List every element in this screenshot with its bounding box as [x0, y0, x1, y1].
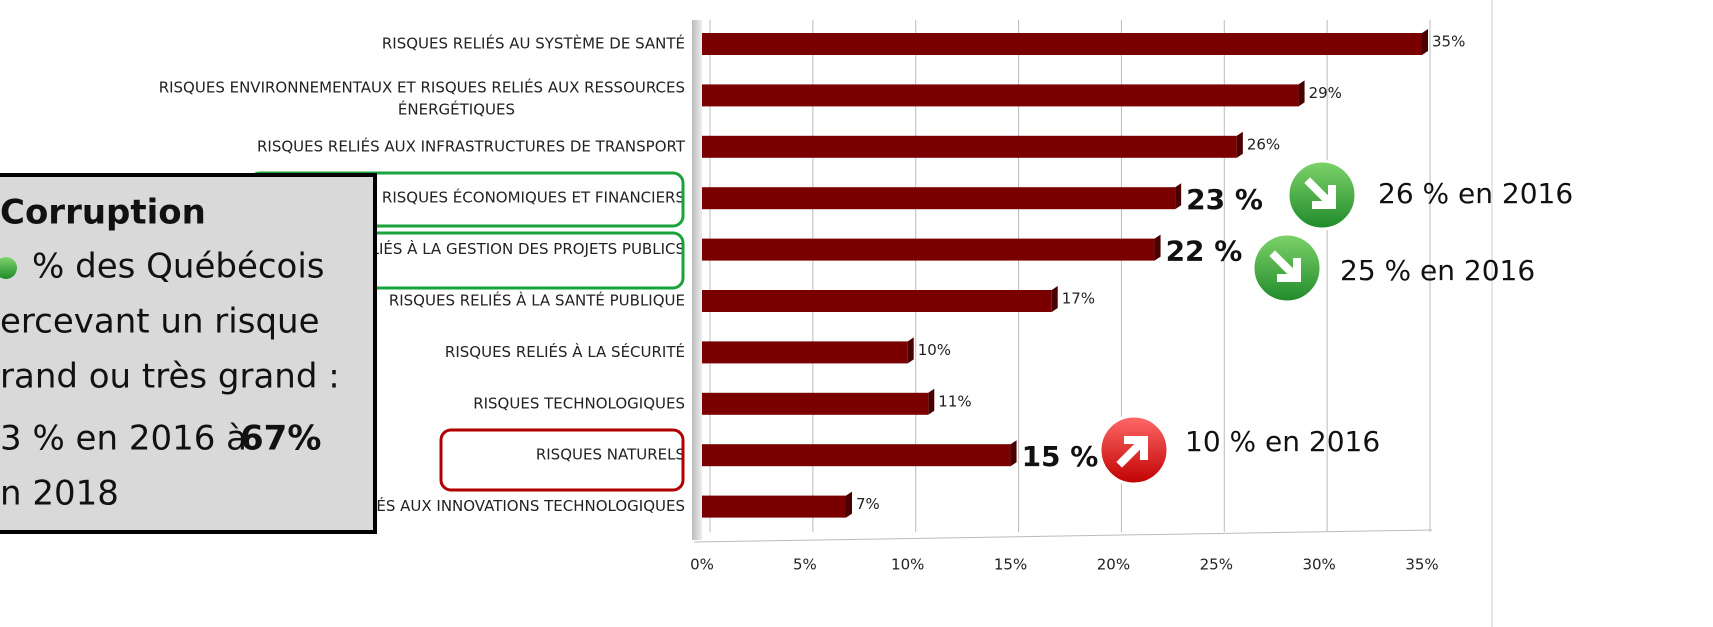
value-label: 26%	[1247, 135, 1280, 153]
value-label: 17%	[1062, 290, 1095, 308]
x-tick-label: 5%	[793, 556, 817, 574]
category-label: RISQUES ENVIRONNEMENTAUX ET RISQUES RELI…	[159, 77, 685, 118]
value-label: 11%	[938, 392, 971, 410]
bar	[702, 290, 1052, 312]
callout-text: n 2018	[0, 474, 119, 514]
bar-side	[907, 337, 914, 364]
bar-side	[846, 491, 852, 518]
bar-side	[1175, 183, 1182, 210]
callout-text: 3 % en 2016 à	[0, 419, 247, 459]
category-label: RISQUES RELIÉS À LA SANTÉ PUBLIQUE	[389, 291, 685, 310]
x-tick-label: 20%	[1097, 556, 1130, 574]
x-tick-label: 0%	[690, 556, 714, 574]
bar-side	[1010, 440, 1017, 467]
category-label: RISQUES ÉCONOMIQUES ET FINANCIERS	[382, 188, 685, 207]
bar	[702, 392, 929, 415]
x-tick-label: 10%	[891, 556, 924, 574]
callout-text: 67%	[240, 419, 321, 459]
value-label: 29%	[1309, 84, 1342, 102]
callout-text: ercevant un risque	[0, 302, 320, 342]
highlight-frame	[439, 428, 685, 492]
category-label: RISQUES NATURELS	[536, 446, 685, 464]
bar-side	[928, 388, 935, 415]
callout-text: rand ou très grand :	[0, 357, 340, 397]
value-label: 22 %	[1166, 235, 1243, 268]
bar-side	[1051, 286, 1058, 312]
value-label: 10%	[918, 341, 951, 359]
callout-text: % des Québécois	[32, 247, 325, 287]
bar	[702, 495, 846, 518]
bar	[702, 341, 908, 364]
category-label: RISQUES RELIÉS AUX INFRASTRUCTURES DE TR…	[257, 136, 686, 155]
trend-arrow	[1116, 436, 1148, 468]
bar	[702, 238, 1155, 261]
bar	[702, 33, 1422, 55]
bar-side	[1298, 80, 1305, 107]
bar-side	[1236, 131, 1243, 158]
x-tick-label: 15%	[994, 556, 1027, 574]
category-label: RISQUES TECHNOLOGIQUES	[473, 394, 685, 412]
category-line: RISQUES ENVIRONNEMENTAUX ET RISQUES RELI…	[159, 77, 685, 96]
value-label: 15 %	[1022, 440, 1099, 473]
annotation: 25 % en 2016	[1340, 254, 1535, 287]
annotation: 26 % en 2016	[1378, 177, 1573, 210]
axis-floor	[693, 529, 1433, 543]
category-label: RISQUES LIÉS À LA GESTION DES PROJETS PU…	[300, 239, 685, 258]
bar	[702, 187, 1176, 210]
bar	[702, 135, 1237, 158]
category-line: ÉNERGÉTIQUES	[398, 99, 515, 118]
x-tick-label: 25%	[1200, 556, 1233, 574]
trend-arrow	[1269, 250, 1301, 282]
bar	[702, 444, 1011, 467]
bar-side	[1422, 29, 1428, 55]
callout-box	[0, 173, 377, 534]
category-label: RISQUES RELIÉS À LA SÉCURITÉ	[445, 342, 685, 361]
value-label: 35%	[1432, 33, 1465, 51]
category-label: RISQUES RELIÉS AU SYSTÈME DE SANTÉ	[382, 34, 685, 53]
callout-icon	[0, 257, 17, 279]
callout-text: Corruption	[0, 193, 206, 233]
bar-side	[1154, 234, 1161, 261]
annotation: 10 % en 2016	[1185, 425, 1380, 458]
trend-arrow	[1304, 177, 1336, 209]
value-label: 23 %	[1186, 183, 1263, 216]
x-tick-label: 35%	[1405, 556, 1438, 574]
x-tick-label: 30%	[1302, 556, 1335, 574]
plot-wall	[692, 20, 702, 540]
bar	[702, 84, 1299, 107]
value-label: 7%	[856, 495, 880, 513]
